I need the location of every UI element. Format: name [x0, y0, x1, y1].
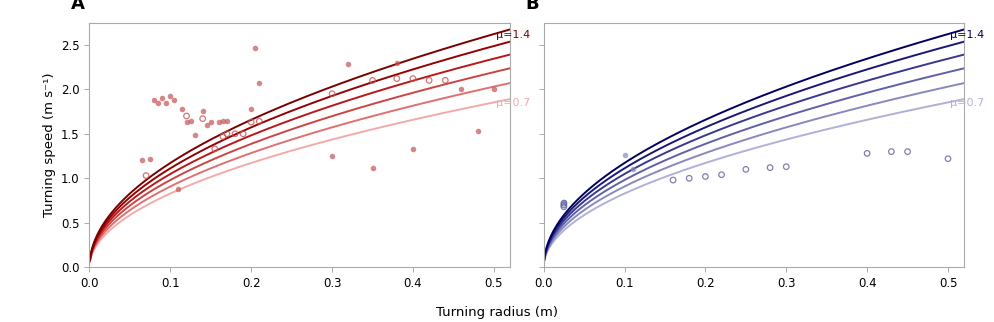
Text: Turning radius (m): Turning radius (m)	[436, 306, 558, 319]
Point	[146, 97, 162, 102]
Point	[183, 119, 199, 124]
Point	[405, 76, 420, 81]
Point	[195, 116, 211, 121]
Point	[859, 151, 875, 156]
Y-axis label: Turning speed (m s⁻¹): Turning speed (m s⁻¹)	[43, 73, 56, 217]
Point	[884, 149, 900, 154]
Point	[698, 174, 714, 179]
Point	[207, 146, 223, 151]
Point	[762, 165, 778, 170]
Point	[142, 156, 158, 161]
Point	[556, 201, 572, 206]
Point	[175, 106, 191, 111]
Point	[738, 167, 753, 172]
Point	[187, 132, 203, 137]
Point	[470, 128, 486, 134]
Point	[940, 156, 956, 161]
Text: μ=1.4: μ=1.4	[496, 30, 531, 40]
Point	[179, 120, 195, 125]
Text: B: B	[526, 0, 540, 13]
Point	[681, 176, 697, 181]
Point	[251, 80, 267, 86]
Point	[340, 62, 356, 67]
Point	[778, 164, 794, 169]
Point	[154, 96, 170, 101]
Point	[624, 167, 640, 172]
Point	[437, 78, 453, 83]
Point	[227, 131, 243, 136]
Point	[405, 146, 420, 151]
Text: A: A	[72, 0, 85, 13]
Point	[170, 186, 186, 192]
Point	[150, 100, 166, 105]
Point	[134, 158, 150, 163]
Point	[244, 106, 259, 111]
Text: μ=1.4: μ=1.4	[950, 30, 985, 40]
Point	[203, 120, 219, 125]
Point	[556, 203, 572, 208]
Point	[714, 172, 730, 177]
Point	[251, 119, 267, 124]
Point	[162, 94, 178, 99]
Point	[219, 119, 235, 124]
Point	[389, 76, 405, 81]
Point	[179, 113, 195, 118]
Point	[158, 100, 174, 105]
Point	[195, 108, 211, 113]
Point	[616, 153, 632, 158]
Point	[199, 122, 215, 128]
Point	[324, 154, 340, 159]
Point	[453, 87, 469, 92]
Point	[665, 177, 681, 183]
Point	[166, 97, 182, 102]
Point	[324, 91, 340, 96]
Point	[248, 46, 263, 51]
Point	[215, 134, 231, 139]
Text: μ=0.7: μ=0.7	[950, 98, 985, 108]
Point	[556, 204, 572, 209]
Point	[219, 131, 235, 136]
Point	[138, 173, 154, 178]
Point	[365, 78, 381, 83]
Point	[389, 60, 405, 65]
Text: μ=0.7: μ=0.7	[496, 98, 531, 108]
Point	[244, 120, 259, 125]
Point	[486, 87, 502, 92]
Point	[556, 200, 572, 205]
Point	[211, 120, 227, 125]
Point	[215, 119, 231, 124]
Point	[900, 149, 915, 154]
Point	[365, 165, 381, 170]
Point	[236, 131, 251, 136]
Point	[421, 78, 437, 83]
